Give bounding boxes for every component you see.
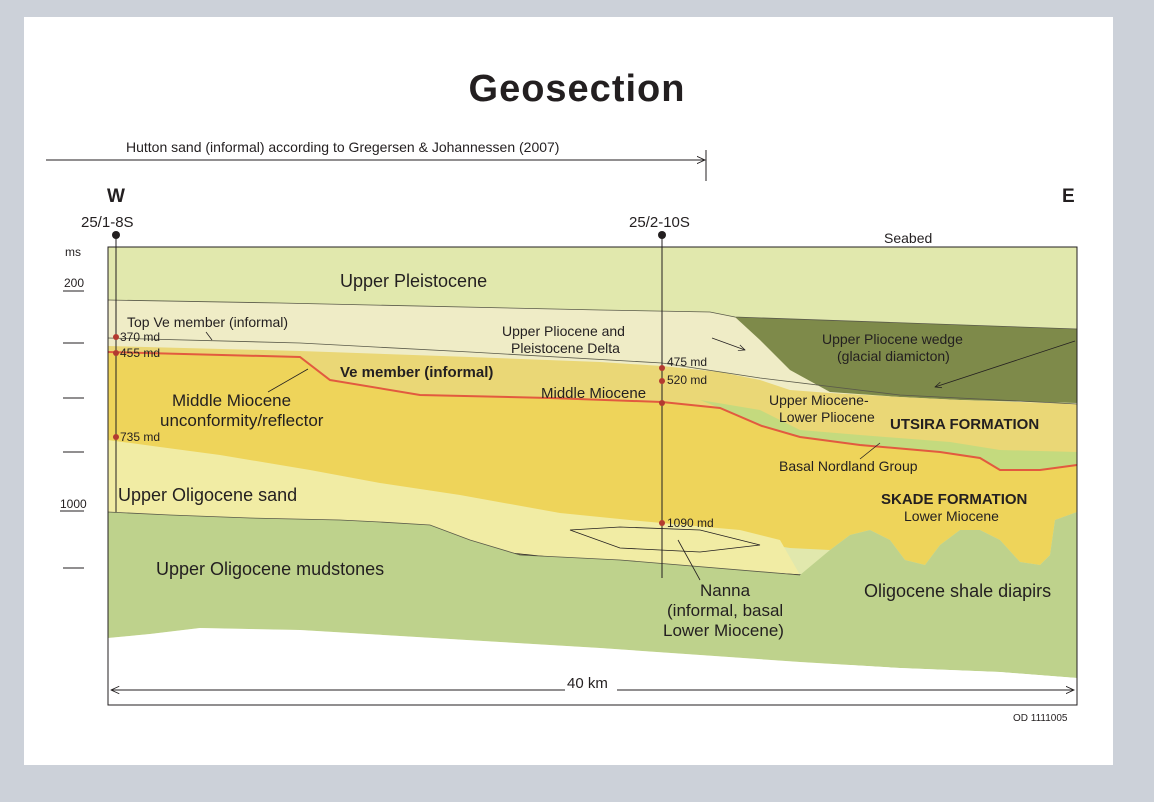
marker-mid-miocene <box>659 400 665 406</box>
marker-520 <box>659 378 665 384</box>
east-label: E <box>1062 186 1075 207</box>
top-ve-leader <box>205 331 213 341</box>
wedge-label-2: (glacial diamicton) <box>837 348 950 364</box>
west-label: W <box>107 186 125 207</box>
marker-735-label: 735 md <box>120 430 160 444</box>
well-1-label: 25/1-8S <box>81 214 134 231</box>
wedge-arrow <box>935 340 1076 387</box>
marker-455-label: 455 md <box>120 346 160 360</box>
basal-nordland-leader <box>859 442 881 460</box>
upper-pliocene-wedge <box>735 317 1077 403</box>
lower-miocene-label: Lower Miocene <box>904 508 999 524</box>
unconformity-label-2: unconformity/reflector <box>160 411 324 430</box>
delta-label-1: Upper Pliocene and <box>502 323 625 339</box>
oligocene-boundary <box>107 511 801 576</box>
marker-1090-label: 1090 md <box>667 516 714 530</box>
time-tick-1000: 1000 <box>60 497 87 511</box>
upper-oligocene-sand-label: Upper Oligocene sand <box>118 485 297 505</box>
top-delta-line <box>107 299 1078 330</box>
section-layers <box>107 246 1078 706</box>
unconformity-leader <box>267 368 309 393</box>
figure-id: OD 1111005 <box>1013 713 1068 724</box>
scale-label: 40 km <box>567 675 608 692</box>
scale-label-bg <box>565 674 617 694</box>
marker-370 <box>113 334 119 340</box>
time-tick-200: 200 <box>64 276 84 290</box>
white-base <box>108 628 1077 705</box>
upper-miocene-label-1: Upper Miocene- <box>769 392 869 408</box>
basal-nordland-label: Basal Nordland Group <box>779 458 918 474</box>
marker-520-label: 520 md <box>667 373 707 387</box>
oligocene-mudstones <box>108 512 1077 678</box>
ve-member-label: Ve member (informal) <box>340 364 493 381</box>
upper-oligocene-mud-label: Upper Oligocene mudstones <box>156 559 384 579</box>
skade-label: SKADE FORMATION <box>881 491 1027 508</box>
marker-455 <box>113 350 119 356</box>
upper-miocene-label-2: Lower Pliocene <box>779 409 875 425</box>
skade-formation <box>108 352 1077 565</box>
hutton-note: Hutton sand (informal) according to Greg… <box>126 139 559 155</box>
well-2-label: 25/2-10S <box>629 214 690 231</box>
upper-pleistocene-label: Upper Pleistocene <box>340 271 487 291</box>
delta-arrow <box>711 337 745 350</box>
middle-miocene-label: Middle Miocene <box>541 385 646 402</box>
top-ve-label: Top Ve member (informal) <box>127 314 288 330</box>
marker-475-label: 475 md <box>667 355 707 369</box>
utsira-formation <box>700 400 1077 470</box>
marker-475 <box>659 365 665 371</box>
shale-diapirs-label: Oligocene shale diapirs <box>864 581 1051 601</box>
well-1-head <box>112 231 120 239</box>
wedge-label-1: Upper Pliocene wedge <box>822 331 963 347</box>
marker-735 <box>113 434 119 440</box>
unconformity-label-1: Middle Miocene <box>172 391 291 410</box>
nanna-label-1: Nanna <box>700 581 751 600</box>
seabed-label: Seabed <box>884 230 932 246</box>
marker-370-label: 370 md <box>120 330 160 344</box>
middle-miocene-unconformity <box>107 351 1078 471</box>
nanna-leader <box>677 539 701 581</box>
marker-1090 <box>659 520 665 526</box>
utsira-label: UTSIRA FORMATION <box>890 416 1039 433</box>
figure-title: Geosection <box>468 68 686 110</box>
time-axis-unit: ms <box>65 245 81 259</box>
nanna-label-2: (informal, basal <box>667 601 783 620</box>
nanna-sand-upper <box>569 526 761 553</box>
delta-label-2: Pleistocene Delta <box>511 340 620 356</box>
section-frame <box>107 246 1078 706</box>
well-2-head <box>658 231 666 239</box>
nanna-label-3: Lower Miocene) <box>663 621 784 640</box>
